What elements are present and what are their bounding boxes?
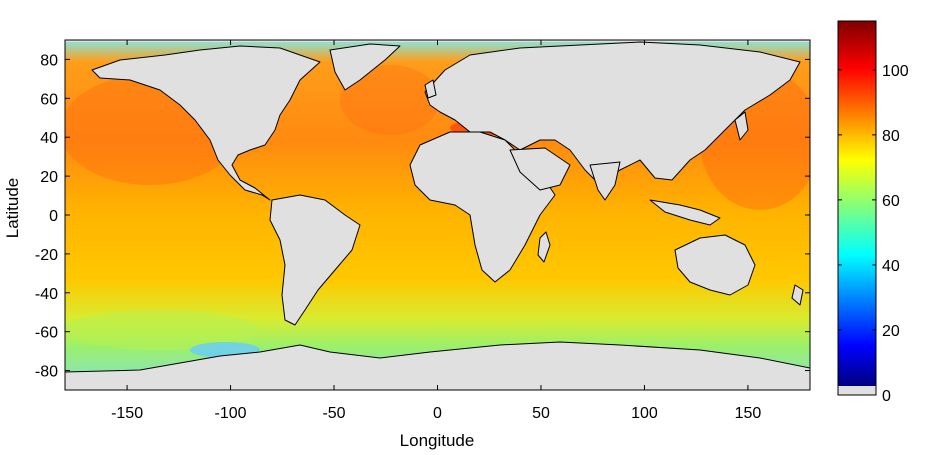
x-tick-label: -150 bbox=[111, 405, 143, 422]
colorbar-ticks: 0 20 40 60 80 100 bbox=[838, 63, 909, 405]
y-tick-label: -60 bbox=[35, 325, 58, 342]
colorbar-zero-swatch bbox=[838, 386, 876, 395]
land-madagascar bbox=[537, 231, 551, 263]
y-axis-title: Latitude bbox=[3, 178, 22, 239]
land-eurasia bbox=[424, 41, 801, 186]
y-tick-label: -40 bbox=[35, 286, 58, 303]
colorbar-frame bbox=[837, 20, 877, 396]
colorbar-tick-label: 20 bbox=[882, 323, 900, 340]
x-tick-label: -50 bbox=[322, 405, 345, 422]
north-atlantic-warm-patch bbox=[340, 65, 440, 135]
colorbar-tick-label: 0 bbox=[882, 388, 891, 405]
x-axis-title: Longitude bbox=[400, 431, 475, 450]
y-tick-label: -20 bbox=[35, 247, 58, 264]
land-australia bbox=[674, 234, 756, 296]
land-north-america bbox=[91, 45, 321, 201]
land-arabia bbox=[509, 147, 571, 191]
land-masses bbox=[65, 41, 810, 390]
colorbar: 0 20 40 60 80 100 bbox=[837, 20, 909, 405]
land-japan bbox=[734, 111, 749, 141]
map-plot-area bbox=[65, 40, 810, 390]
y-tick-label: 20 bbox=[40, 169, 58, 186]
land-greenland bbox=[329, 43, 401, 91]
x-axis-ticks: -150 -100 -50 0 50 100 150 bbox=[111, 40, 761, 422]
x-tick-label: 150 bbox=[735, 405, 762, 422]
x-tick-label: -100 bbox=[215, 405, 247, 422]
x-tick-label: 0 bbox=[433, 405, 442, 422]
colorbar-tick-label: 40 bbox=[882, 258, 900, 275]
y-axis-ticks: 80 60 40 20 0 -20 -40 -60 -80 bbox=[35, 52, 810, 381]
land-antarctica bbox=[65, 341, 810, 390]
y-tick-label: 60 bbox=[40, 91, 58, 108]
land-india bbox=[589, 161, 621, 201]
x-tick-label: 100 bbox=[631, 405, 658, 422]
southern-ocean-cool-patch bbox=[65, 310, 260, 350]
colorbar-tick-label: 80 bbox=[882, 128, 900, 145]
colorbar-gradient bbox=[838, 21, 876, 386]
colorbar-tick-label: 100 bbox=[882, 63, 909, 80]
land-south-america bbox=[269, 194, 361, 326]
colorbar-tick-label: 60 bbox=[882, 193, 900, 210]
land-british-isles bbox=[424, 79, 437, 99]
y-tick-label: 40 bbox=[40, 130, 58, 147]
land-new-zealand bbox=[791, 284, 804, 306]
x-tick-label: 50 bbox=[532, 405, 550, 422]
y-tick-label: 0 bbox=[49, 208, 58, 225]
land-southeast-asia-islands bbox=[649, 199, 721, 226]
y-tick-label: -80 bbox=[35, 364, 58, 381]
y-tick-label: 80 bbox=[40, 52, 58, 69]
